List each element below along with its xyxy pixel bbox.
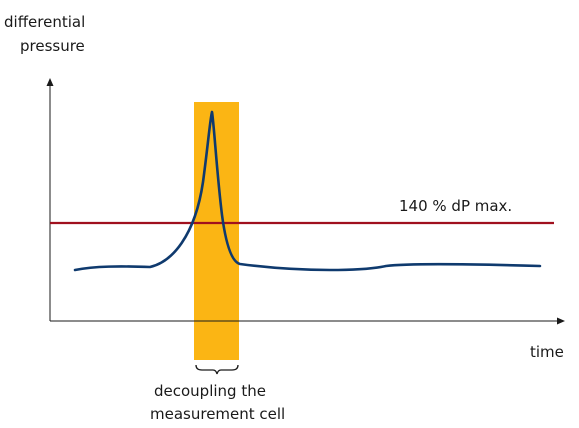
x-axis-label: time [530, 343, 564, 361]
threshold-label: 140 % dP max. [399, 197, 513, 215]
caption-line1: decoupling the [154, 382, 266, 400]
y-axis-label-line2: pressure [20, 37, 85, 55]
y-axis-arrowhead [46, 78, 54, 86]
pressure-curve [73, 110, 542, 272]
x-axis-arrowhead [557, 317, 565, 325]
caption-brace [195, 364, 239, 375]
y-axis-label-line1: differential [4, 13, 86, 31]
caption-line2: measurement cell [150, 405, 286, 423]
